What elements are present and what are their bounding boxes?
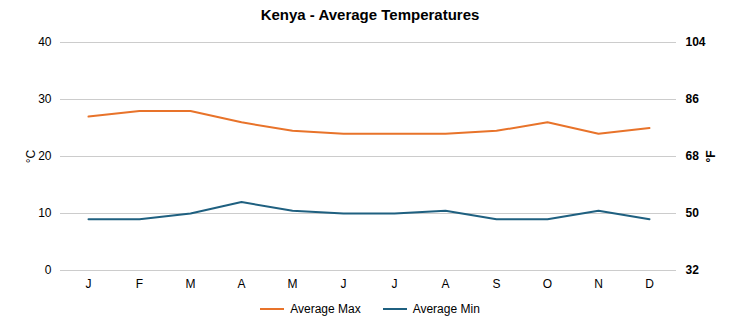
html-text:Average Min: Average Min — [412, 302, 480, 316]
svg-text:104: 104 — [686, 35, 706, 49]
svg-text:J: J — [392, 277, 398, 291]
svg-text:32: 32 — [686, 263, 700, 277]
svg-text:30: 30 — [38, 92, 52, 106]
svg-text:J: J — [86, 277, 92, 291]
svg-text:40: 40 — [38, 35, 52, 49]
svg-text:A: A — [237, 277, 245, 291]
svg-text:D: D — [645, 277, 654, 291]
svg-text:°C: °C — [24, 149, 38, 163]
svg-text:N: N — [594, 277, 603, 291]
svg-text:M: M — [288, 277, 298, 291]
svg-text:J: J — [341, 277, 347, 291]
svg-text:50: 50 — [686, 206, 700, 220]
svg-text:F: F — [136, 277, 143, 291]
html-text:Kenya - Average Temperatures: Kenya - Average Temperatures — [260, 6, 480, 23]
html-text:Average Max: Average Max — [290, 302, 361, 316]
svg-text:O: O — [543, 277, 552, 291]
svg-text:A: A — [441, 277, 449, 291]
svg-text:M: M — [186, 277, 196, 291]
svg-text:10: 10 — [38, 206, 52, 220]
svg-text:0: 0 — [45, 263, 52, 277]
svg-text:68: 68 — [686, 149, 700, 163]
svg-text:S: S — [492, 277, 500, 291]
svg-text:86: 86 — [686, 92, 700, 106]
svg-text:20: 20 — [38, 149, 52, 163]
svg-text:°F: °F — [704, 150, 718, 162]
